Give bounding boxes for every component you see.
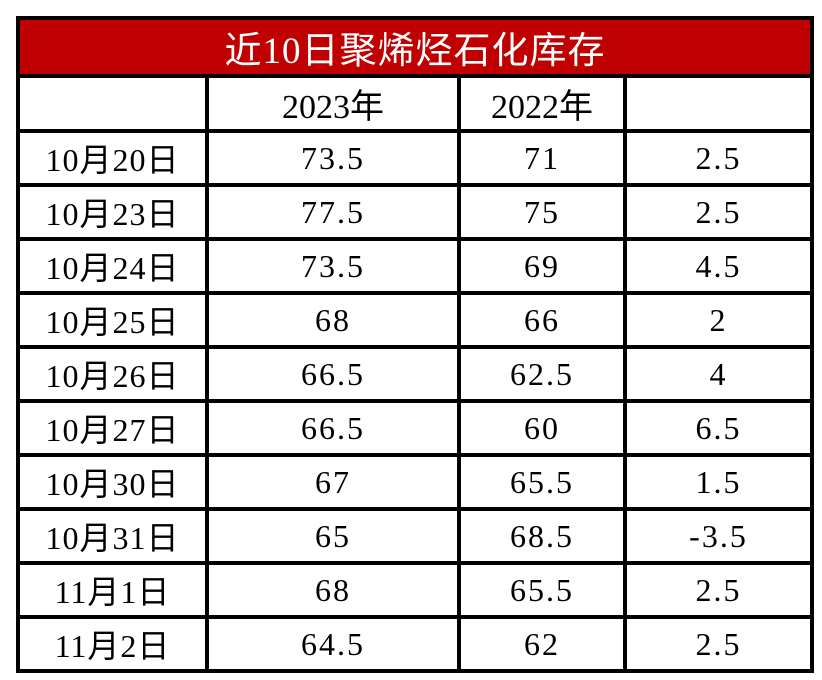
title-row: 近10日聚烯烃石化库存 xyxy=(16,16,814,78)
value-2023-cell: 68 xyxy=(205,291,461,349)
col-header-diff-empty xyxy=(623,74,814,133)
inventory-table: 近10日聚烯烃石化库存 2023年 2022年 10月20日 73.5 71 2.5 1… xyxy=(16,16,814,673)
diff-cell: 4.5 xyxy=(623,237,814,295)
date-cell: 11月1日 xyxy=(16,561,209,619)
table-row: 10月26日 66.5 62.5 4 xyxy=(16,345,814,403)
value-2023-cell: 64.5 xyxy=(205,615,461,673)
diff-cell: 1.5 xyxy=(623,453,814,511)
corner-empty-cell xyxy=(16,74,209,133)
value-2022-cell: 75 xyxy=(457,183,627,241)
value-2022-cell: 66 xyxy=(457,291,627,349)
date-cell: 10月31日 xyxy=(16,507,209,565)
value-2023-cell: 67 xyxy=(205,453,461,511)
table-row: 10月27日 66.5 60 6.5 xyxy=(16,399,814,457)
value-2023-cell: 66.5 xyxy=(205,399,461,457)
value-2023-cell: 73.5 xyxy=(205,237,461,295)
col-header-2022: 2022年 xyxy=(457,74,627,133)
date-cell: 10月27日 xyxy=(16,399,209,457)
value-2023-cell: 66.5 xyxy=(205,345,461,403)
value-2023-cell: 65 xyxy=(205,507,461,565)
value-2022-cell: 69 xyxy=(457,237,627,295)
value-2022-cell: 62.5 xyxy=(457,345,627,403)
table-row: 10月24日 73.5 69 4.5 xyxy=(16,237,814,295)
value-2022-cell: 65.5 xyxy=(457,453,627,511)
diff-cell: 2.5 xyxy=(623,615,814,673)
table-row: 11月1日 68 65.5 2.5 xyxy=(16,561,814,619)
diff-cell: -3.5 xyxy=(623,507,814,565)
value-2022-cell: 62 xyxy=(457,615,627,673)
table-title: 近10日聚烯烃石化库存 xyxy=(16,16,814,78)
table-row: 10月20日 73.5 71 2.5 xyxy=(16,129,814,187)
value-2022-cell: 65.5 xyxy=(457,561,627,619)
date-cell: 10月23日 xyxy=(16,183,209,241)
value-2023-cell: 68 xyxy=(205,561,461,619)
date-cell: 10月26日 xyxy=(16,345,209,403)
value-2022-cell: 68.5 xyxy=(457,507,627,565)
diff-cell: 2 xyxy=(623,291,814,349)
diff-cell: 2.5 xyxy=(623,129,814,187)
value-2023-cell: 77.5 xyxy=(205,183,461,241)
value-2022-cell: 71 xyxy=(457,129,627,187)
date-cell: 10月20日 xyxy=(16,129,209,187)
value-2022-cell: 60 xyxy=(457,399,627,457)
diff-cell: 4 xyxy=(623,345,814,403)
diff-cell: 6.5 xyxy=(623,399,814,457)
diff-cell: 2.5 xyxy=(623,561,814,619)
date-cell: 10月24日 xyxy=(16,237,209,295)
table-row: 10月30日 67 65.5 1.5 xyxy=(16,453,814,511)
table-row: 10月25日 68 66 2 xyxy=(16,291,814,349)
table-row: 10月31日 65 68.5 -3.5 xyxy=(16,507,814,565)
date-cell: 10月25日 xyxy=(16,291,209,349)
date-cell: 10月30日 xyxy=(16,453,209,511)
col-header-2023: 2023年 xyxy=(205,74,461,133)
table-row: 11月2日 64.5 62 2.5 xyxy=(16,615,814,673)
date-cell: 11月2日 xyxy=(16,615,209,673)
year-header-row: 2023年 2022年 xyxy=(16,74,814,133)
table-row: 10月23日 77.5 75 2.5 xyxy=(16,183,814,241)
value-2023-cell: 73.5 xyxy=(205,129,461,187)
diff-cell: 2.5 xyxy=(623,183,814,241)
